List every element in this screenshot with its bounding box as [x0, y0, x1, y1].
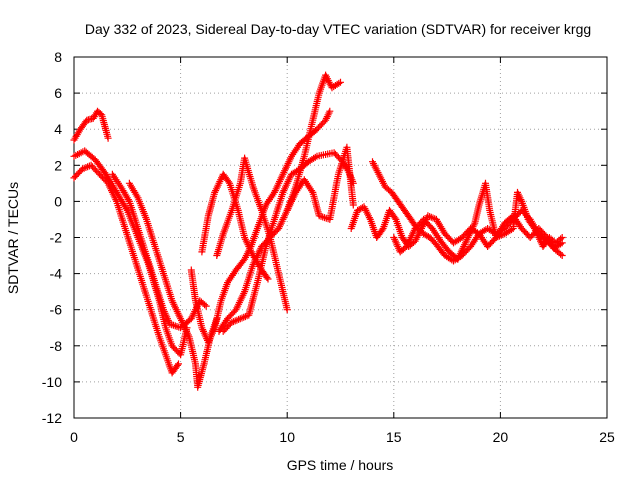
y-tick-label: -2: [50, 230, 63, 246]
series-track-d: [108, 170, 210, 332]
x-tick-label: 10: [279, 429, 295, 445]
series-track-n: [390, 179, 566, 263]
series-track-c: [70, 147, 191, 359]
y-tick-label: 2: [54, 157, 62, 173]
series-track-k: [283, 143, 357, 223]
x-tick-label: 15: [386, 429, 402, 445]
series-track-i: [215, 71, 344, 335]
series-track-e: [125, 179, 221, 391]
y-tick-label: -12: [42, 410, 62, 426]
marker-track: [70, 147, 191, 359]
series-track-j: [198, 170, 272, 283]
axis-ticks: [73, 56, 608, 419]
chart-title: Day 332 of 2023, Sidereal Day-to-day VTE…: [85, 21, 591, 37]
marker-track: [125, 179, 221, 391]
series-track-b: [70, 161, 182, 377]
x-tick-label: 20: [493, 429, 509, 445]
y-tick-label: 0: [54, 193, 62, 209]
marker-track: [70, 161, 182, 377]
y-tick-label: 8: [54, 49, 62, 65]
marker-track: [283, 143, 357, 223]
y-tick-label: 6: [54, 85, 62, 101]
x-tick-label: 25: [599, 429, 615, 445]
data-markers: [70, 71, 566, 391]
marker-track: [215, 71, 344, 335]
y-tick-label: -6: [50, 302, 63, 318]
y-axis-label: SDTVAR / TECUs: [5, 182, 21, 294]
x-tick-label: 0: [70, 429, 78, 445]
marker-track: [390, 179, 566, 263]
y-tick-label: -8: [50, 338, 63, 354]
series-track-a: [70, 107, 112, 144]
tick-labels: 0 5 10 15 20 25 -12 -10 -8 -6 -4 -2 0 2 4 6 8: [42, 49, 615, 445]
marker-track: [70, 107, 112, 144]
y-tick-label: -10: [42, 374, 62, 390]
marker-track: [108, 170, 210, 332]
x-tick-label: 5: [177, 429, 185, 445]
y-tick-label: 4: [54, 121, 62, 137]
marker-track: [198, 170, 272, 283]
y-tick-label: -4: [50, 266, 63, 282]
x-axis-label: GPS time / hours: [287, 457, 394, 473]
